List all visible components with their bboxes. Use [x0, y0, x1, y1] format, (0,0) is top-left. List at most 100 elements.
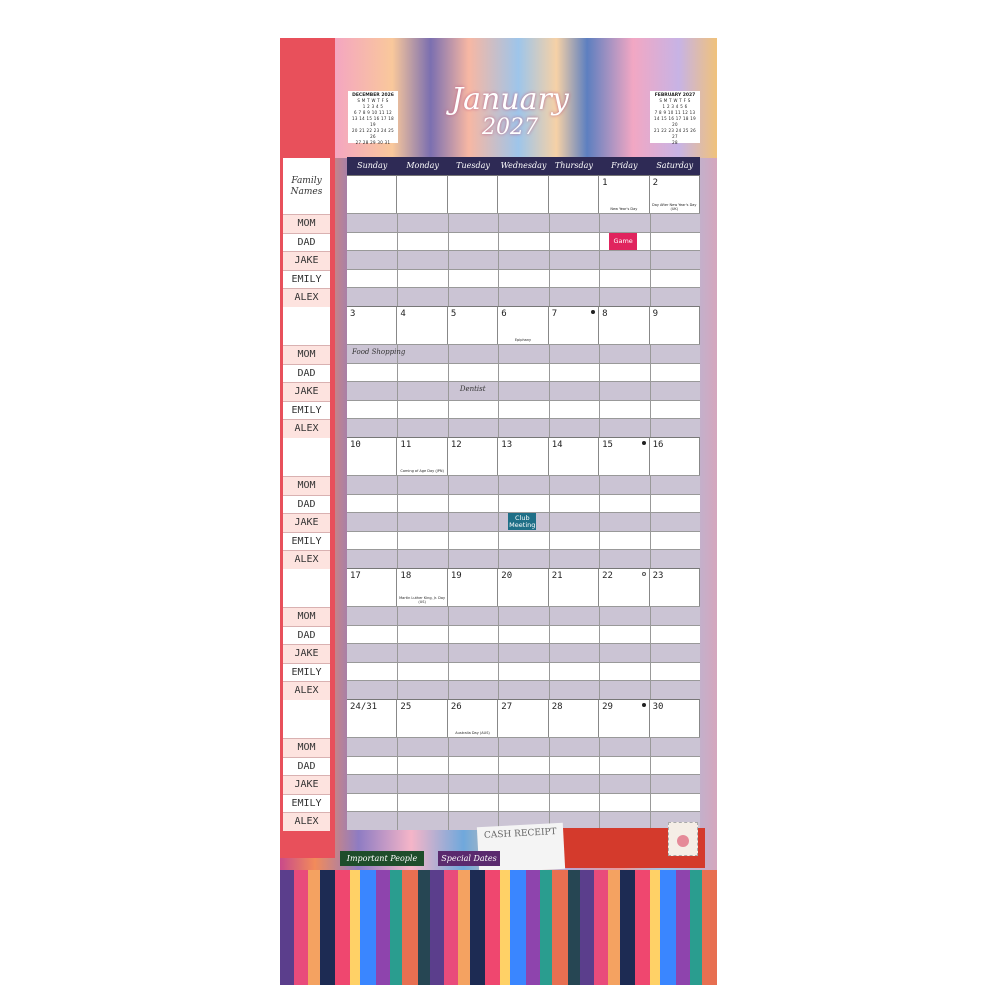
day-number: 12 — [450, 440, 462, 450]
family-name-alex: ALEX — [283, 812, 330, 831]
family-name-alex: ALEX — [283, 681, 330, 700]
day-cell[interactable] — [548, 175, 600, 213]
day-cell[interactable]: 27 — [498, 699, 549, 737]
day-cell[interactable]: 11 Coming of Age Day (JPN) — [397, 437, 448, 475]
tab-important-people[interactable]: Important People — [340, 851, 424, 866]
day-cell[interactable]: 22 — [599, 568, 650, 606]
day-divider — [498, 737, 500, 830]
day-divider — [498, 606, 500, 699]
mini-calendar-row: S M T W T F S — [357, 98, 389, 103]
day-cell[interactable]: 25 — [397, 699, 448, 737]
day-cell[interactable]: 29 — [599, 699, 650, 737]
family-member-row — [347, 213, 700, 232]
day-cell[interactable]: 12 — [447, 437, 499, 475]
day-divider — [599, 344, 601, 437]
day-cell[interactable]: 5 — [447, 306, 499, 344]
month-name: January — [451, 82, 569, 117]
calendar-week: 17 18 Martin Luther King, Jr. Day (US) 19 20… — [347, 568, 700, 699]
day-number: 14 — [551, 440, 563, 450]
family-member-row — [347, 737, 700, 756]
mini-calendar-row: 27 28 29 30 31 — [355, 140, 391, 145]
day-cell[interactable]: 15 — [599, 437, 650, 475]
family-member-row — [347, 530, 700, 550]
day-divider — [397, 475, 399, 568]
day-cell[interactable]: 30 — [649, 699, 700, 737]
day-cell[interactable]: 4 — [397, 306, 448, 344]
day-cell[interactable]: 18 Martin Luther King, Jr. Day (US) — [397, 568, 448, 606]
event-club-meeting[interactable]: Club Meeting — [508, 513, 537, 531]
tab-special-dates[interactable]: Special Dates — [438, 851, 500, 866]
day-divider — [599, 475, 601, 568]
family-name-emily: EMILY — [283, 269, 330, 289]
day-cell[interactable]: 21 — [548, 568, 600, 606]
day-divider — [498, 344, 500, 437]
family-member-row — [347, 362, 700, 382]
family-member-row — [347, 231, 700, 251]
day-cell[interactable]: 7 — [548, 306, 600, 344]
family-member-row — [347, 250, 700, 269]
full-moon-icon — [641, 441, 646, 445]
holiday-label: Day After New Year's Day (UK) — [652, 203, 697, 211]
weekday-tuesday: Tuesday — [456, 161, 490, 170]
weekday-friday: Friday — [611, 161, 638, 170]
family-member-row — [347, 661, 700, 681]
day-cell[interactable]: 20 — [498, 568, 549, 606]
family-name-alex: ALEX — [283, 419, 330, 438]
day-cell[interactable]: 1 New Year's Day — [599, 175, 650, 213]
day-number: 13 — [501, 440, 513, 450]
day-cell[interactable] — [347, 175, 398, 213]
day-cell[interactable]: 9 — [649, 306, 700, 344]
day-number: 2 — [652, 178, 658, 188]
day-divider — [498, 475, 500, 568]
day-divider — [498, 213, 500, 306]
day-cell[interactable]: 8 — [599, 306, 650, 344]
day-number: 25 — [400, 702, 412, 712]
day-cell[interactable]: 13 — [498, 437, 549, 475]
day-divider — [599, 606, 601, 699]
family-name-dad: DAD — [283, 494, 330, 514]
family-calendar: Family Names MOM DAD JAKE EMILY ALEX MOM DAD JA… — [280, 38, 717, 985]
day-cell[interactable]: 6 Epiphany — [498, 306, 549, 344]
day-cell[interactable]: 2 Day After New Year's Day (UK) — [649, 175, 700, 213]
day-cell[interactable]: 28 — [548, 699, 600, 737]
day-divider — [548, 344, 550, 437]
day-divider — [548, 213, 550, 306]
family-name-mom: MOM — [283, 214, 330, 233]
family-name-alex: ALEX — [283, 550, 330, 569]
day-cell[interactable]: 19 — [447, 568, 499, 606]
day-number: 20 — [501, 571, 513, 581]
day-number: 18 — [400, 571, 412, 581]
day-cell[interactable] — [397, 175, 448, 213]
family-names-label: Family Names — [290, 176, 323, 197]
day-cell[interactable] — [498, 175, 549, 213]
day-cell[interactable]: 16 — [649, 437, 700, 475]
family-name-dad: DAD — [283, 625, 330, 645]
mini-calendar-row: 14 15 16 17 18 19 20 — [654, 116, 696, 127]
year: 2027 — [482, 115, 538, 140]
calendar-week: 24/31 25 26 Australia Day (AUS) 27 28 29 30 — [347, 699, 700, 830]
day-number: 15 — [602, 440, 613, 450]
day-number: 27 — [501, 702, 513, 712]
day-cell[interactable]: 14 — [548, 437, 600, 475]
family-member-row — [347, 344, 700, 363]
day-cell[interactable]: 23 — [649, 568, 700, 606]
event-dentist[interactable]: Dentist — [459, 385, 486, 394]
day-cell[interactable] — [447, 175, 499, 213]
day-number: 3 — [350, 309, 356, 319]
day-cell[interactable]: 26 Australia Day (AUS) — [447, 699, 499, 737]
mini-calendar-row: 1 2 3 4 5 6 — [662, 104, 688, 109]
day-cell[interactable]: 3 — [347, 306, 398, 344]
family-member-row — [347, 475, 700, 494]
day-cell[interactable]: 17 — [347, 568, 398, 606]
day-cell[interactable]: 24/31 — [347, 699, 398, 737]
family-name-dad: DAD — [283, 756, 330, 776]
family-name-mom: MOM — [283, 738, 330, 757]
day-divider — [397, 606, 399, 699]
day-cell[interactable]: 10 — [347, 437, 398, 475]
day-number: 9 — [652, 309, 658, 319]
family-member-row — [347, 268, 700, 288]
event-food-shopping[interactable]: Food Shopping — [352, 348, 406, 356]
family-member-row — [347, 399, 700, 419]
family-member-row — [347, 381, 700, 400]
event-game[interactable]: Game — [609, 232, 638, 250]
